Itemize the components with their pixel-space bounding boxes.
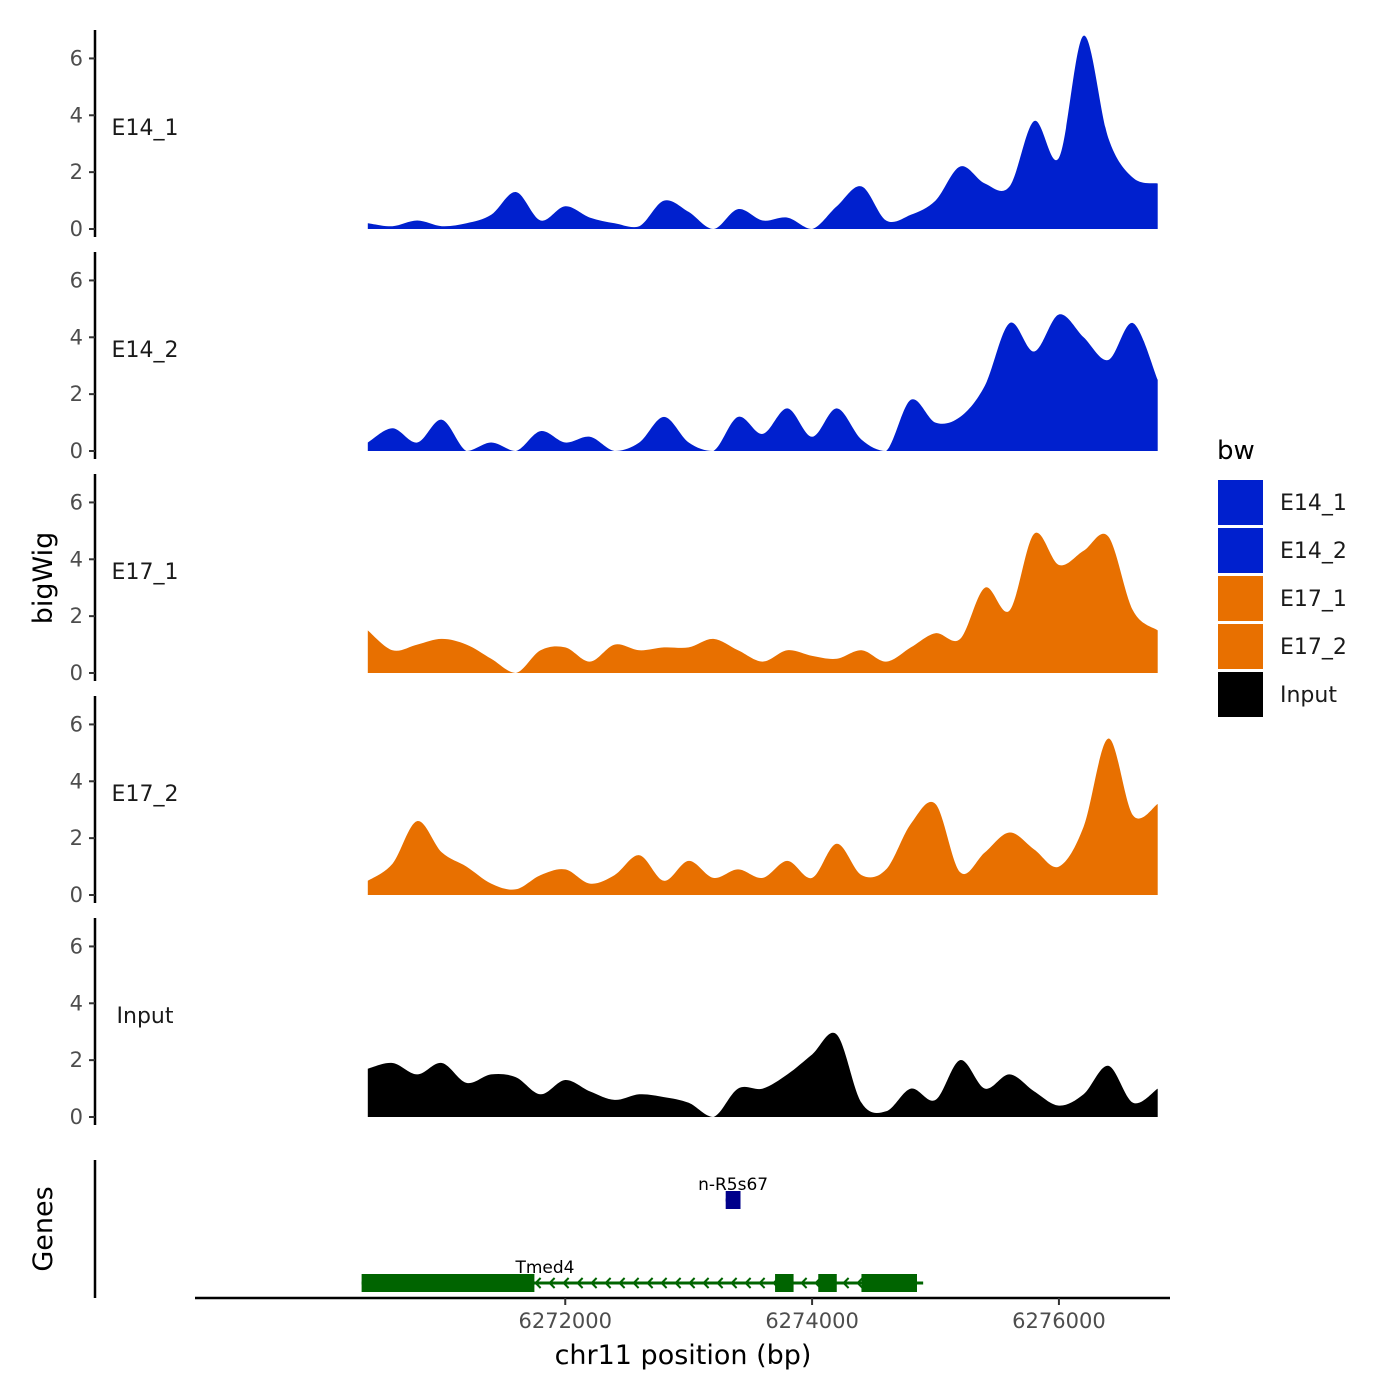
track-panels: 0 2 4 6 E14_1 0 2 4 6 E14_2 0 2 4 6 E17_1 0 2 4 6 E17_2 0 2 4 6… — [70, 30, 1158, 1129]
strand-arrow — [660, 1277, 668, 1289]
strand-arrow — [744, 1277, 752, 1289]
legend-title: bw — [1217, 436, 1255, 466]
track-label: E14_2 — [112, 338, 179, 363]
y-tick-label: 0 — [70, 883, 83, 907]
y-tick-label: 6 — [70, 934, 83, 958]
y-tick-label: 0 — [70, 439, 83, 463]
strand-arrow — [758, 1277, 766, 1289]
track-label: E17_1 — [112, 560, 179, 585]
strand-arrow — [730, 1277, 738, 1289]
y-tick-label: 2 — [70, 160, 83, 184]
gene-exon — [361, 1274, 535, 1292]
legend-label: E14_2 — [1280, 539, 1347, 564]
strand-arrow — [674, 1277, 682, 1289]
legend-label: E14_1 — [1280, 491, 1347, 516]
track-label: E17_2 — [112, 782, 179, 807]
x-axis-title: chr11 position (bp) — [555, 1340, 812, 1371]
strand-arrow — [618, 1277, 626, 1289]
y-tick-label: 4 — [70, 325, 83, 349]
y-axis-title: bigWig — [28, 532, 59, 625]
gene-exon — [775, 1274, 794, 1292]
gene-label: Tmed4 — [514, 1258, 574, 1278]
y-tick-label: 2 — [70, 604, 83, 628]
y-tick-label: 0 — [70, 1105, 83, 1129]
strand-arrow — [632, 1277, 640, 1289]
gene-exon — [861, 1274, 917, 1292]
strand-arrow — [646, 1277, 654, 1289]
gene-exon — [818, 1274, 837, 1292]
y-tick-label: 4 — [70, 547, 83, 571]
track-input: 0 2 4 6 Input — [70, 918, 1158, 1129]
legend: bw E14_1 E14_2 E17_1 E17_2 Input — [1217, 436, 1347, 717]
legend-swatch-e14-1 — [1218, 480, 1263, 525]
y-tick-label: 4 — [70, 769, 83, 793]
strand-arrow — [604, 1277, 612, 1289]
coverage-area-e17-1 — [367, 532, 1158, 673]
strand-arrow — [576, 1277, 584, 1289]
legend-swatch-e17-2 — [1218, 624, 1263, 669]
track-e17-2: 0 2 4 6 E17_2 — [70, 696, 1158, 907]
strand-arrow — [562, 1277, 570, 1289]
y-tick-label: 0 — [70, 661, 83, 685]
coverage-area-input — [367, 1032, 1158, 1117]
x-tick-label: 6272000 — [518, 1309, 612, 1333]
legend-label: E17_1 — [1280, 587, 1347, 612]
strand-arrow — [548, 1277, 556, 1289]
track-e17-1: 0 2 4 6 E17_1 — [70, 474, 1158, 685]
gene-n-r5s67: n-R5s67 — [698, 1175, 768, 1209]
y-tick-label: 4 — [70, 103, 83, 127]
strand-arrow — [800, 1277, 808, 1289]
y-tick-label: 6 — [70, 268, 83, 292]
y-tick-label: 2 — [70, 382, 83, 406]
y-tick-label: 2 — [70, 1048, 83, 1072]
coverage-area-e17-2 — [367, 738, 1158, 895]
coverage-area-e14-2 — [367, 314, 1158, 451]
y-tick-label: 4 — [70, 991, 83, 1015]
strand-arrow — [688, 1277, 696, 1289]
coverage-area-e14-1 — [367, 35, 1158, 229]
x-axis: 6272000 6274000 6276000 — [195, 1296, 1170, 1333]
legend-label: Input — [1280, 683, 1337, 708]
y-tick-label: 2 — [70, 826, 83, 850]
y-tick-label: 6 — [70, 490, 83, 514]
genes-axis-title: Genes — [28, 1186, 59, 1271]
track-label: E14_1 — [112, 116, 179, 141]
strand-arrow — [534, 1277, 542, 1289]
track-e14-1: 0 2 4 6 E14_1 — [70, 30, 1158, 241]
strand-arrow — [716, 1277, 724, 1289]
legend-swatch-e14-2 — [1218, 528, 1263, 573]
gene-exon — [725, 1191, 741, 1209]
genes-panel: n-R5s67 Tmed4 — [93, 1160, 924, 1298]
legend-label: E17_2 — [1280, 635, 1347, 660]
x-tick-label: 6274000 — [765, 1309, 859, 1333]
track-label: Input — [117, 1004, 174, 1029]
legend-swatch-input — [1218, 672, 1263, 717]
gene-label: n-R5s67 — [698, 1175, 768, 1195]
y-tick-label: 6 — [70, 712, 83, 736]
y-tick-label: 6 — [70, 46, 83, 70]
strand-arrow — [590, 1277, 598, 1289]
x-tick-label: 6276000 — [1012, 1309, 1106, 1333]
track-e14-2: 0 2 4 6 E14_2 — [70, 252, 1158, 463]
strand-arrow — [702, 1277, 710, 1289]
y-tick-label: 0 — [70, 217, 83, 241]
strand-arrow — [856, 1277, 864, 1289]
gene-tmed4: Tmed4 — [361, 1258, 924, 1292]
legend-swatch-e17-1 — [1218, 576, 1263, 621]
strand-arrow — [842, 1277, 850, 1289]
